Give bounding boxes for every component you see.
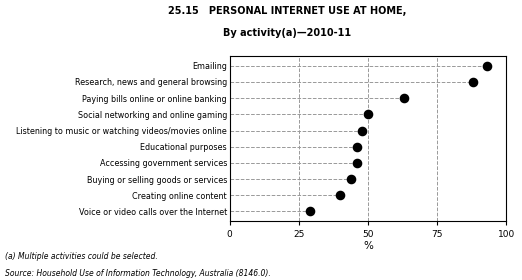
Point xyxy=(358,128,366,133)
Text: (a) Multiple activities could be selected.: (a) Multiple activities could be selecte… xyxy=(5,252,158,261)
Text: 25.15   PERSONAL INTERNET USE AT HOME,: 25.15 PERSONAL INTERNET USE AT HOME, xyxy=(168,6,406,16)
Point xyxy=(364,112,372,116)
Point xyxy=(469,80,477,84)
Text: By activity(a)—2010-11: By activity(a)—2010-11 xyxy=(223,28,351,38)
Point xyxy=(353,161,361,165)
Text: Source: Household Use of Information Technology, Australia (8146.0).: Source: Household Use of Information Tec… xyxy=(5,269,271,278)
Point xyxy=(336,193,345,197)
Point xyxy=(400,96,408,100)
Point xyxy=(306,209,314,214)
Point xyxy=(483,64,491,68)
Point xyxy=(353,144,361,149)
Point xyxy=(347,177,355,181)
X-axis label: %: % xyxy=(363,241,373,251)
